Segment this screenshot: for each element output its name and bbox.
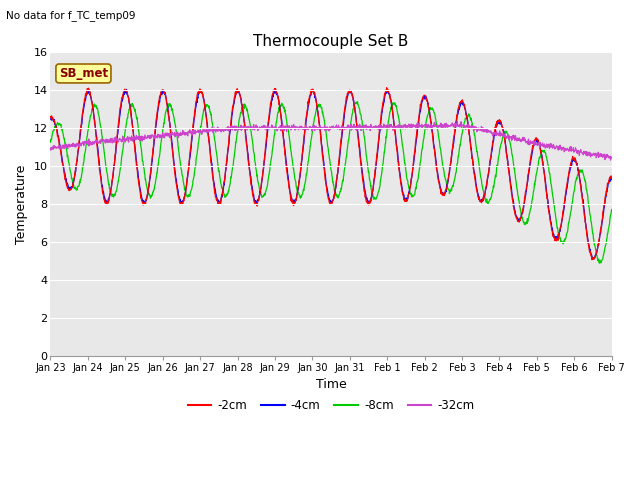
-4cm (301, 132, 308, 137)
-8cm (300, 184, 308, 190)
-2cm (572, 158, 580, 164)
-2cm (333, 171, 341, 177)
-8cm (147, 194, 155, 200)
-2cm (47, 114, 54, 120)
-8cm (434, 127, 442, 133)
-2cm (588, 257, 596, 263)
-32cm (147, 133, 155, 139)
-4cm (122, 86, 130, 92)
Line: -8cm: -8cm (51, 102, 612, 263)
-4cm (334, 170, 342, 176)
-32cm (433, 123, 441, 129)
-2cm (434, 173, 442, 179)
-8cm (595, 260, 603, 266)
-4cm (572, 159, 580, 165)
-8cm (354, 99, 362, 105)
-8cm (333, 193, 341, 199)
-32cm (333, 126, 341, 132)
-4cm (147, 165, 155, 170)
Text: SB_met: SB_met (59, 67, 108, 80)
X-axis label: Time: Time (316, 379, 346, 392)
-2cm (57, 151, 65, 157)
-8cm (572, 179, 580, 184)
-8cm (57, 121, 65, 127)
-8cm (47, 139, 54, 145)
Text: No data for f_TC_temp09: No data for f_TC_temp09 (6, 10, 136, 21)
-4cm (57, 149, 65, 155)
-4cm (608, 177, 616, 182)
Line: -4cm: -4cm (51, 89, 612, 259)
-4cm (47, 116, 54, 121)
-32cm (47, 145, 54, 151)
-32cm (608, 155, 616, 160)
-2cm (608, 175, 616, 180)
Line: -32cm: -32cm (51, 121, 612, 160)
Title: Thermocouple Set B: Thermocouple Set B (253, 34, 409, 49)
Line: -2cm: -2cm (51, 88, 612, 260)
-32cm (300, 126, 308, 132)
-8cm (608, 206, 616, 212)
Legend: -2cm, -4cm, -8cm, -32cm: -2cm, -4cm, -8cm, -32cm (183, 395, 479, 417)
-4cm (590, 256, 598, 262)
-32cm (57, 146, 65, 152)
-32cm (572, 146, 580, 152)
Y-axis label: Temperature: Temperature (15, 164, 28, 243)
-2cm (383, 85, 390, 91)
-32cm (607, 157, 614, 163)
-2cm (300, 133, 308, 139)
-2cm (147, 168, 155, 174)
-32cm (453, 119, 461, 124)
-4cm (434, 169, 442, 175)
